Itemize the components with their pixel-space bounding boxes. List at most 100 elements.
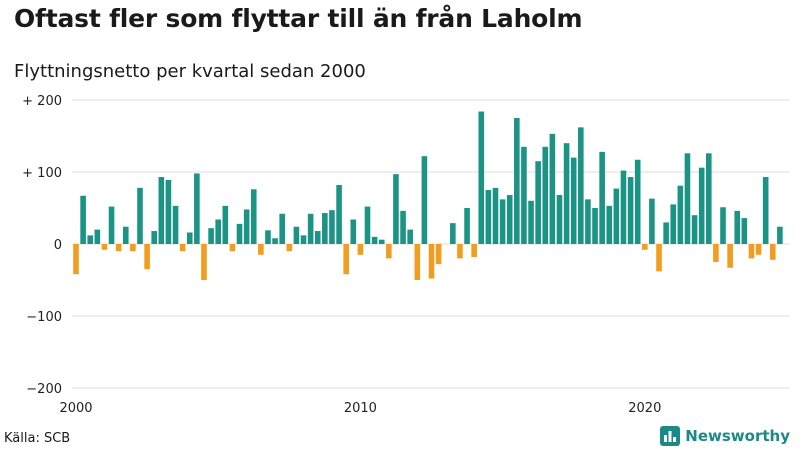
bar bbox=[599, 151, 605, 244]
bar bbox=[172, 205, 179, 244]
bar bbox=[428, 244, 435, 279]
bar bbox=[649, 198, 655, 244]
bars bbox=[73, 111, 783, 280]
bar bbox=[400, 210, 406, 244]
bar bbox=[300, 235, 307, 244]
bar bbox=[457, 244, 463, 259]
y-tick-label: + 200 bbox=[22, 94, 62, 109]
bar bbox=[343, 244, 349, 275]
bar bbox=[528, 200, 534, 244]
bar bbox=[585, 199, 591, 244]
bar bbox=[286, 244, 293, 252]
gridlines bbox=[72, 99, 790, 389]
bar bbox=[691, 215, 698, 244]
bar bbox=[713, 244, 719, 262]
bar bbox=[130, 244, 136, 252]
bar bbox=[734, 210, 741, 244]
bar bbox=[592, 208, 598, 244]
bar bbox=[350, 219, 357, 244]
bar bbox=[755, 244, 762, 255]
bar bbox=[108, 206, 115, 244]
bar bbox=[421, 156, 428, 244]
bar bbox=[620, 170, 627, 244]
bar bbox=[279, 213, 285, 244]
y-tick-label: −200 bbox=[26, 382, 62, 397]
bar bbox=[371, 236, 378, 244]
bar bbox=[450, 223, 456, 244]
bar bbox=[542, 146, 549, 244]
bar bbox=[101, 244, 108, 250]
bar bbox=[357, 244, 364, 255]
bar bbox=[122, 226, 129, 244]
brand-name: Newsworthy bbox=[685, 427, 790, 445]
bar bbox=[478, 111, 485, 245]
bar bbox=[115, 244, 122, 252]
bar bbox=[521, 146, 527, 244]
bar bbox=[727, 244, 733, 268]
bar bbox=[393, 174, 399, 244]
bar bbox=[677, 185, 684, 244]
bar bbox=[720, 207, 726, 244]
source-note: Källa: SCB bbox=[4, 431, 71, 446]
bar bbox=[144, 244, 150, 270]
bar bbox=[179, 244, 186, 252]
bar bbox=[535, 161, 541, 244]
chart-subtitle: Flyttningsnetto per kvartal sedan 2000 bbox=[14, 61, 366, 82]
bar bbox=[606, 205, 613, 244]
bar bbox=[258, 244, 264, 255]
bar bbox=[578, 127, 584, 244]
bar bbox=[222, 205, 229, 244]
bar bbox=[364, 206, 371, 244]
bar bbox=[549, 133, 556, 244]
bar bbox=[165, 179, 172, 244]
bar bbox=[137, 187, 143, 244]
bar bbox=[80, 195, 86, 244]
bar bbox=[556, 195, 563, 244]
bar bbox=[741, 218, 748, 244]
bar bbox=[499, 199, 506, 244]
bar bbox=[492, 187, 499, 244]
x-tick-label: 2020 bbox=[628, 401, 661, 416]
bar bbox=[158, 177, 165, 244]
newsworthy-logo[interactable]: Newsworthy bbox=[660, 426, 790, 446]
bar bbox=[386, 244, 392, 259]
bar bbox=[464, 208, 470, 244]
chart-title: Oftast fler som flyttar till än från Lah… bbox=[14, 4, 583, 33]
bar bbox=[236, 223, 243, 244]
bar bbox=[407, 229, 413, 244]
x-axis-labels: 2000 2010 2020 bbox=[59, 401, 661, 416]
bar bbox=[471, 244, 477, 257]
bar bbox=[642, 244, 648, 250]
bar bbox=[243, 209, 250, 244]
bar bbox=[698, 167, 705, 244]
bar bbox=[250, 189, 257, 244]
bar bbox=[314, 231, 321, 244]
bar bbox=[663, 222, 669, 244]
bar bbox=[272, 238, 278, 244]
bar bbox=[265, 230, 271, 244]
bar bbox=[485, 190, 492, 244]
bar bbox=[570, 157, 577, 244]
bar bbox=[186, 232, 193, 244]
y-tick-label: 0 bbox=[54, 238, 62, 253]
bar bbox=[293, 226, 300, 244]
bar bbox=[87, 235, 94, 244]
bar bbox=[762, 177, 769, 244]
bar bbox=[151, 231, 158, 244]
x-tick-label: 2000 bbox=[59, 401, 92, 416]
bar bbox=[322, 213, 328, 244]
bar bbox=[563, 143, 570, 244]
bar bbox=[506, 195, 513, 244]
bar bbox=[435, 244, 442, 265]
bar-chart-logo-icon bbox=[660, 426, 681, 446]
bar bbox=[194, 173, 200, 244]
bar bbox=[336, 184, 342, 244]
bar bbox=[634, 159, 641, 244]
bar bbox=[229, 244, 236, 252]
bar bbox=[769, 244, 776, 260]
y-tick-label: −100 bbox=[26, 310, 62, 325]
bar bbox=[705, 153, 712, 244]
bar bbox=[208, 228, 214, 244]
bar bbox=[215, 219, 221, 244]
